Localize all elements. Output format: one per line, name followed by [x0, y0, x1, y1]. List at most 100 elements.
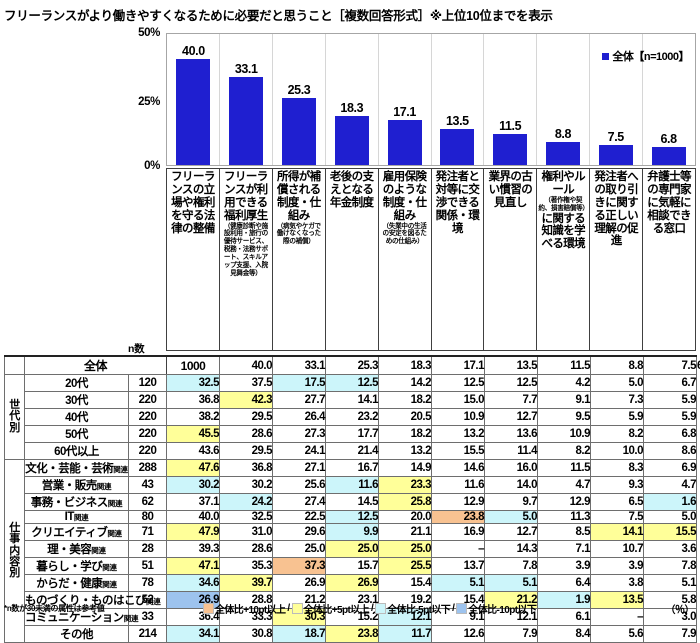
table-cell-value: 8.2: [590, 425, 645, 443]
table-cell-value: 37.3: [272, 557, 327, 576]
bar-group: 6.8: [642, 34, 695, 165]
table-cell-value: 38.2: [166, 408, 221, 426]
table-cell-value: 11.7: [378, 625, 433, 643]
table-cell-value: 12.5: [325, 509, 380, 525]
table-cell-value: 4.7: [643, 476, 698, 494]
category-header-row: フリーランスの立場や権利を守る法律の整備 フリーランスが利用できる福利厚生 （健康診…: [166, 168, 696, 351]
category-label-main: 発注者と対等に交渉できる関係・環境: [435, 171, 480, 235]
table-cell-value: 24.1: [272, 442, 327, 460]
table-row-label: その他: [24, 625, 129, 643]
table-cell-value: 8.2: [537, 442, 592, 460]
category-label-sub: （著作権や契約、損害賠償等）: [538, 196, 589, 212]
table-cell-value: 13.7: [431, 557, 486, 576]
table-row: 仕事内容別文化・芸能・芸術関連 288 47.6 36.8 27.1 16.7 14.9 14…: [4, 458, 698, 643]
table-cell-value: 15.4: [378, 574, 433, 593]
category-label-main2: に関する知識を学べる環境: [541, 212, 586, 251]
bar-group: 33.1: [220, 34, 273, 165]
unit-label: （％）: [665, 605, 695, 616]
table-cell-value: 21.1: [378, 523, 433, 542]
table-cell-value: 13.6: [484, 425, 539, 443]
table-cell-value: 1.9: [537, 591, 592, 610]
bar-group: 7.5: [589, 34, 642, 165]
table-cell-value: 7.8: [643, 557, 698, 576]
category-label-cell: 業界の古い慣習の見直し: [484, 169, 538, 350]
table-cell-value: 22.5: [272, 509, 327, 525]
table-cell-value: 25.3: [325, 355, 380, 375]
category-label-main: 発注者への取り引きに関する正しい理解の促進: [594, 171, 638, 248]
table-cell-value: 17.7: [325, 425, 380, 443]
table-cell-value: 34.1: [166, 625, 221, 643]
table-cell-value: 14.5: [325, 493, 380, 511]
table-row-label: 50代: [24, 425, 129, 443]
table-cell-value: 33.1: [272, 355, 327, 375]
table-cell-value: 3.9: [537, 557, 592, 576]
table-row: 営業・販売関連 43 30.2 30.2 25.6 11.6 23.3 11.6 14.0 4.7…: [5, 476, 698, 494]
table-cell-value: 6.5: [590, 493, 645, 511]
table-cell-value: 7.1: [537, 540, 592, 559]
table-cell-value: 37.1: [166, 493, 221, 511]
table-cell-value: 29.5: [219, 408, 274, 426]
table-cell-value: 8.5: [537, 523, 592, 542]
bar-group: 17.1: [378, 34, 431, 165]
table-cell-value: 28.6: [219, 425, 274, 443]
gridline-col: [432, 34, 485, 165]
category-label-main: 老後の支えとなる年金制度: [329, 171, 374, 209]
table-row: クリエイティブ関連 71 47.9 31.0 29.6 9.9 21.1 16.9 12.7 8.…: [5, 523, 698, 542]
table-n-value: 43: [127, 476, 168, 494]
table-row-label: 全体: [23, 355, 168, 375]
category-label-main: フリーランスの立場や権利を守る法律の整備: [171, 171, 215, 235]
table-cell-value: 12.5: [325, 374, 380, 392]
table-cell-value: 40.0: [166, 509, 221, 525]
table-n-value: 78: [127, 574, 168, 593]
bar-chart-plot: 40.0 33.1 25.3 18.3 17.1 13.5 11.5 8.8 7.5 6.8 全体…: [166, 33, 696, 166]
table-cell-value: 24.2: [219, 493, 274, 511]
table-cell-value: 15.7: [325, 557, 380, 576]
table-cell-value: 36.8: [219, 459, 274, 477]
legend-separator: /: [371, 603, 374, 614]
bar: [598, 145, 633, 165]
table-cell-value: 5.8: [643, 591, 698, 610]
table-cell-value: 8.6: [643, 442, 698, 460]
table-group-label: 仕事内容別: [4, 458, 25, 643]
category-label-main: フリーランスが利用できる福利厚生: [224, 171, 268, 222]
table-cell-value: 12.9: [537, 493, 592, 511]
legend-separator: /: [452, 603, 455, 614]
table-cell-value: 13.5: [484, 355, 539, 375]
table-cell-value: 20.0: [378, 509, 433, 525]
table-cell-value: 25.0: [272, 540, 327, 559]
table-cell-value: 27.4: [272, 493, 327, 511]
table-cell-value: 21.4: [325, 442, 380, 460]
table-cell-value: 11.4: [484, 442, 539, 460]
table-cell-value: 26.4: [272, 408, 327, 426]
table-cell-value: 32.5: [219, 509, 274, 525]
table-row-label: からだ・健康関連: [24, 574, 129, 593]
table-cell-value: 31.0: [219, 523, 274, 542]
gridline-col: [484, 34, 538, 165]
table-cell-value: 27.7: [272, 391, 327, 409]
table-cell-value: 12.5: [431, 374, 486, 392]
bar: [545, 141, 580, 165]
table-cell-value: 14.0: [484, 476, 539, 494]
table-cell-value: 28.8: [219, 591, 274, 610]
table-cell-value: 5.0: [590, 374, 645, 392]
bar-value-label: 7.5: [607, 130, 625, 145]
table-n-value: 71: [127, 523, 168, 542]
legend-color-chip-icon: [456, 603, 468, 614]
table-row-label: クリエイティブ関連: [24, 523, 129, 542]
table-cell-value: 26.9: [325, 574, 380, 593]
y-axis-tick-50: 50%: [138, 27, 160, 39]
legend-color-chip-icon: [203, 603, 214, 614]
footnote-text: *n数が30未満の属性は参考値: [4, 603, 105, 613]
table-n-value: 80: [127, 509, 168, 525]
bar-value-label: 6.8: [660, 131, 677, 146]
table-cell-value: 9.9: [325, 523, 380, 542]
table-cell-value: 42.3: [219, 391, 274, 409]
table-cell-value: 5.6: [590, 625, 645, 643]
legend-separator: /: [287, 603, 290, 614]
table-cell-value: 28.6: [219, 540, 274, 559]
table-cell-value: 39.3: [166, 540, 221, 559]
table-n-value: 220: [127, 425, 168, 443]
gridline-col: [537, 34, 591, 165]
legend-threshold-label: 全体比+5pt以上: [303, 605, 370, 616]
gridline-col: [167, 34, 220, 165]
